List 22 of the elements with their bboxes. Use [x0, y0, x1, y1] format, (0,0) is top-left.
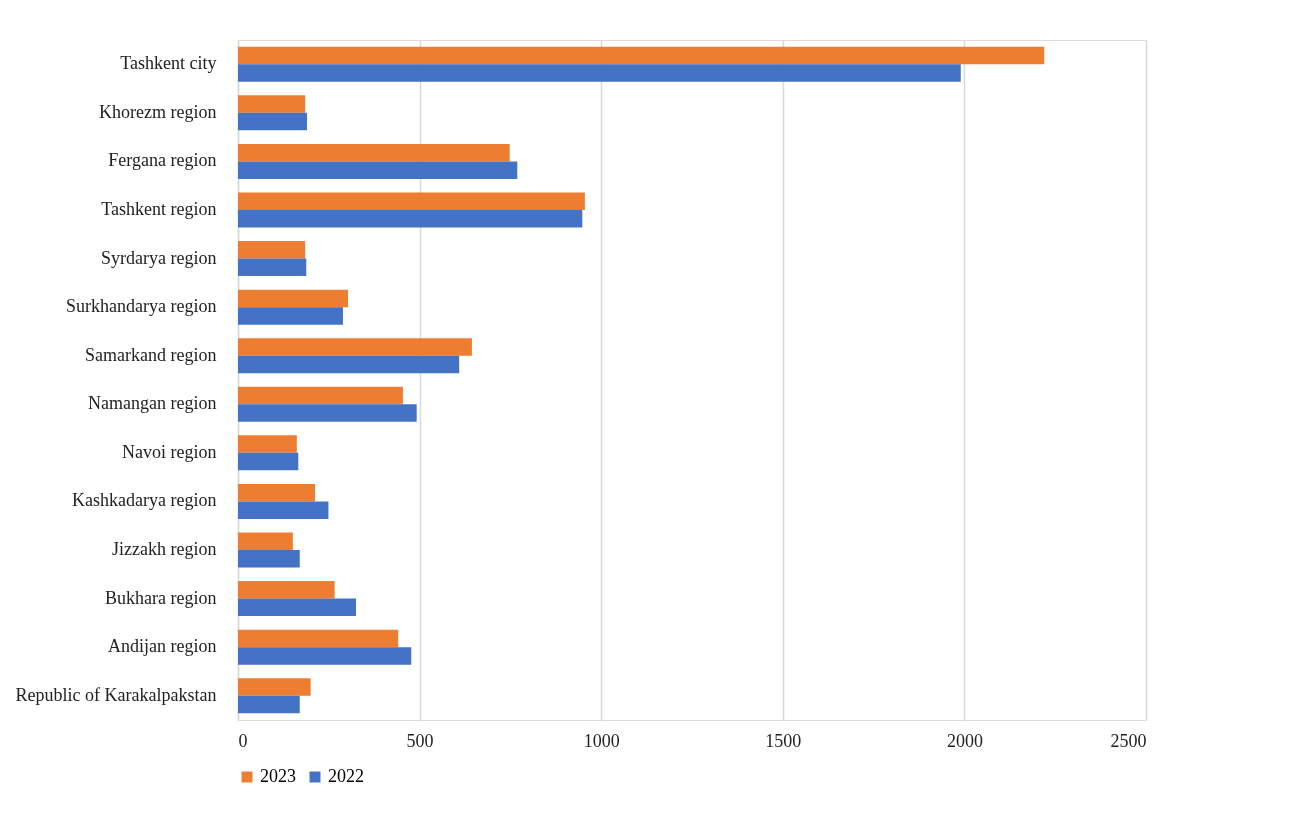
- y-tick-label: Syrdarya region: [101, 247, 217, 268]
- legend-label: 2023: [260, 766, 296, 786]
- y-tick-label: Andijan region: [108, 636, 217, 657]
- y-tick-label: Navoi region: [122, 441, 217, 462]
- x-tick-label: 2000: [946, 730, 983, 751]
- y-tick-label: Jizzakh region: [112, 539, 217, 559]
- y-tick-label: Samarkand region: [85, 344, 217, 365]
- y-tick-label: Fergana region: [108, 150, 217, 171]
- y-tick-label: Bukhara region: [105, 587, 217, 608]
- x-tick-label: 500: [406, 730, 434, 751]
- y-tick-label: Namangan region: [88, 393, 217, 414]
- x-tick-label: 1500: [765, 730, 802, 751]
- y-tick-label: Republic of Karakalpakstan: [15, 684, 217, 705]
- x-tick-label: 0: [238, 730, 248, 751]
- y-tick-label: Tashkent city: [120, 53, 217, 74]
- y-tick-label: Tashkent region: [101, 199, 217, 219]
- x-tick-label: 1000: [583, 730, 620, 751]
- x-tick-label: 2500: [1110, 730, 1147, 751]
- y-tick-label: Surkhandarya region: [66, 296, 217, 317]
- y-tick-label: Khorezm region: [99, 101, 217, 122]
- y-tick-label: Kashkadarya region: [72, 490, 217, 511]
- legend-label: 2022: [328, 766, 364, 786]
